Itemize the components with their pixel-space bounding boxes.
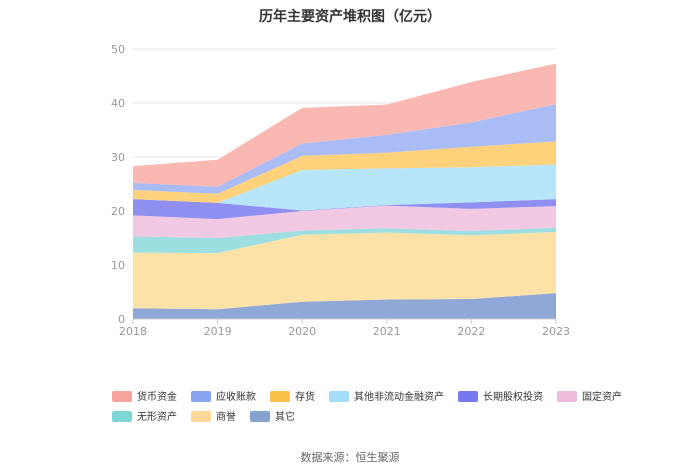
y-tick-label: 10 xyxy=(111,259,125,272)
y-tick-label: 0 xyxy=(118,313,125,326)
area-series xyxy=(133,199,556,220)
y-tick-label: 50 xyxy=(111,43,125,56)
y-tick-label: 30 xyxy=(111,151,125,164)
chart-title: 历年主要资产堆积图（亿元） xyxy=(259,9,441,25)
legend-swatch xyxy=(191,391,211,402)
legend-label: 无形资产 xyxy=(137,410,177,423)
legend-label: 其他非流动金融资产 xyxy=(354,390,444,403)
legend-label: 货币资金 xyxy=(137,390,177,403)
x-tick-label: 2022 xyxy=(457,325,485,338)
legend-label: 其它 xyxy=(275,410,295,423)
area-series-layer xyxy=(133,63,556,319)
area-series xyxy=(133,141,556,203)
legend-swatch xyxy=(270,391,290,402)
area-series xyxy=(133,164,556,211)
legend-swatch xyxy=(191,411,211,422)
legend-swatch xyxy=(458,391,478,402)
legend-swatch xyxy=(329,391,349,402)
legend-label: 应收账款 xyxy=(216,390,256,403)
area-series xyxy=(133,104,556,194)
legend-swatch xyxy=(112,391,132,402)
area-series xyxy=(133,205,556,238)
x-tick-label: 2018 xyxy=(119,325,147,338)
legend-label: 商誉 xyxy=(216,410,236,423)
legend-label: 长期股权投资 xyxy=(483,390,543,403)
axes: 0 10 20 30 40 50 2018 2019 2020 2021 2022 2023 xyxy=(111,43,570,338)
x-tick-label: 2021 xyxy=(373,325,401,338)
x-tick-label: 2020 xyxy=(288,325,316,338)
y-tick-label: 40 xyxy=(111,97,125,110)
y-tick-label: 20 xyxy=(111,205,125,218)
x-tick-label: 2023 xyxy=(542,325,570,338)
legend-label: 存货 xyxy=(295,390,315,403)
area-series xyxy=(133,227,556,254)
area-series xyxy=(133,232,556,310)
area-series xyxy=(133,293,556,319)
legend-swatch xyxy=(250,411,270,422)
x-tick-label: 2019 xyxy=(204,325,232,338)
area-series xyxy=(133,63,556,187)
legend-label: 固定资产 xyxy=(582,390,622,403)
data-source: 数据来源：恒生聚源 xyxy=(300,451,400,464)
legend-swatch xyxy=(557,391,577,402)
legend-swatch xyxy=(112,411,132,422)
